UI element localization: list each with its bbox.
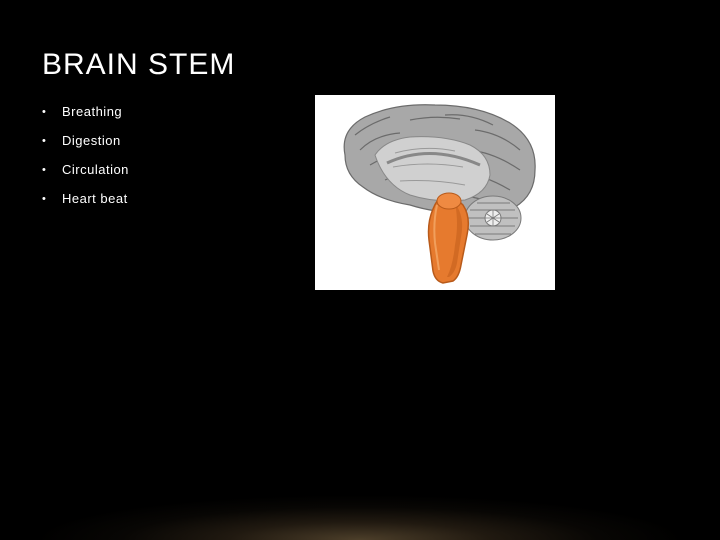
slide: BRAIN STEM • Breathing • Digestion • Cir… xyxy=(0,0,720,540)
brain-image xyxy=(315,95,555,290)
bullet-text: Breathing xyxy=(62,104,122,119)
bullet-icon: • xyxy=(42,193,62,205)
list-item: • Circulation xyxy=(42,162,129,177)
list-item: • Breathing xyxy=(42,104,129,119)
bullet-icon: • xyxy=(42,135,62,147)
list-item: • Heart beat xyxy=(42,191,129,206)
list-item: • Digestion xyxy=(42,133,129,148)
bullet-list: • Breathing • Digestion • Circulation • … xyxy=(42,104,129,220)
bullet-text: Heart beat xyxy=(62,191,128,206)
slide-title: BRAIN STEM xyxy=(42,48,678,82)
bullet-icon: • xyxy=(42,106,62,118)
bottom-glow xyxy=(0,390,720,540)
brain-diagram-icon xyxy=(315,95,555,290)
bullet-text: Digestion xyxy=(62,133,121,148)
bullet-icon: • xyxy=(42,164,62,176)
bullet-text: Circulation xyxy=(62,162,129,177)
